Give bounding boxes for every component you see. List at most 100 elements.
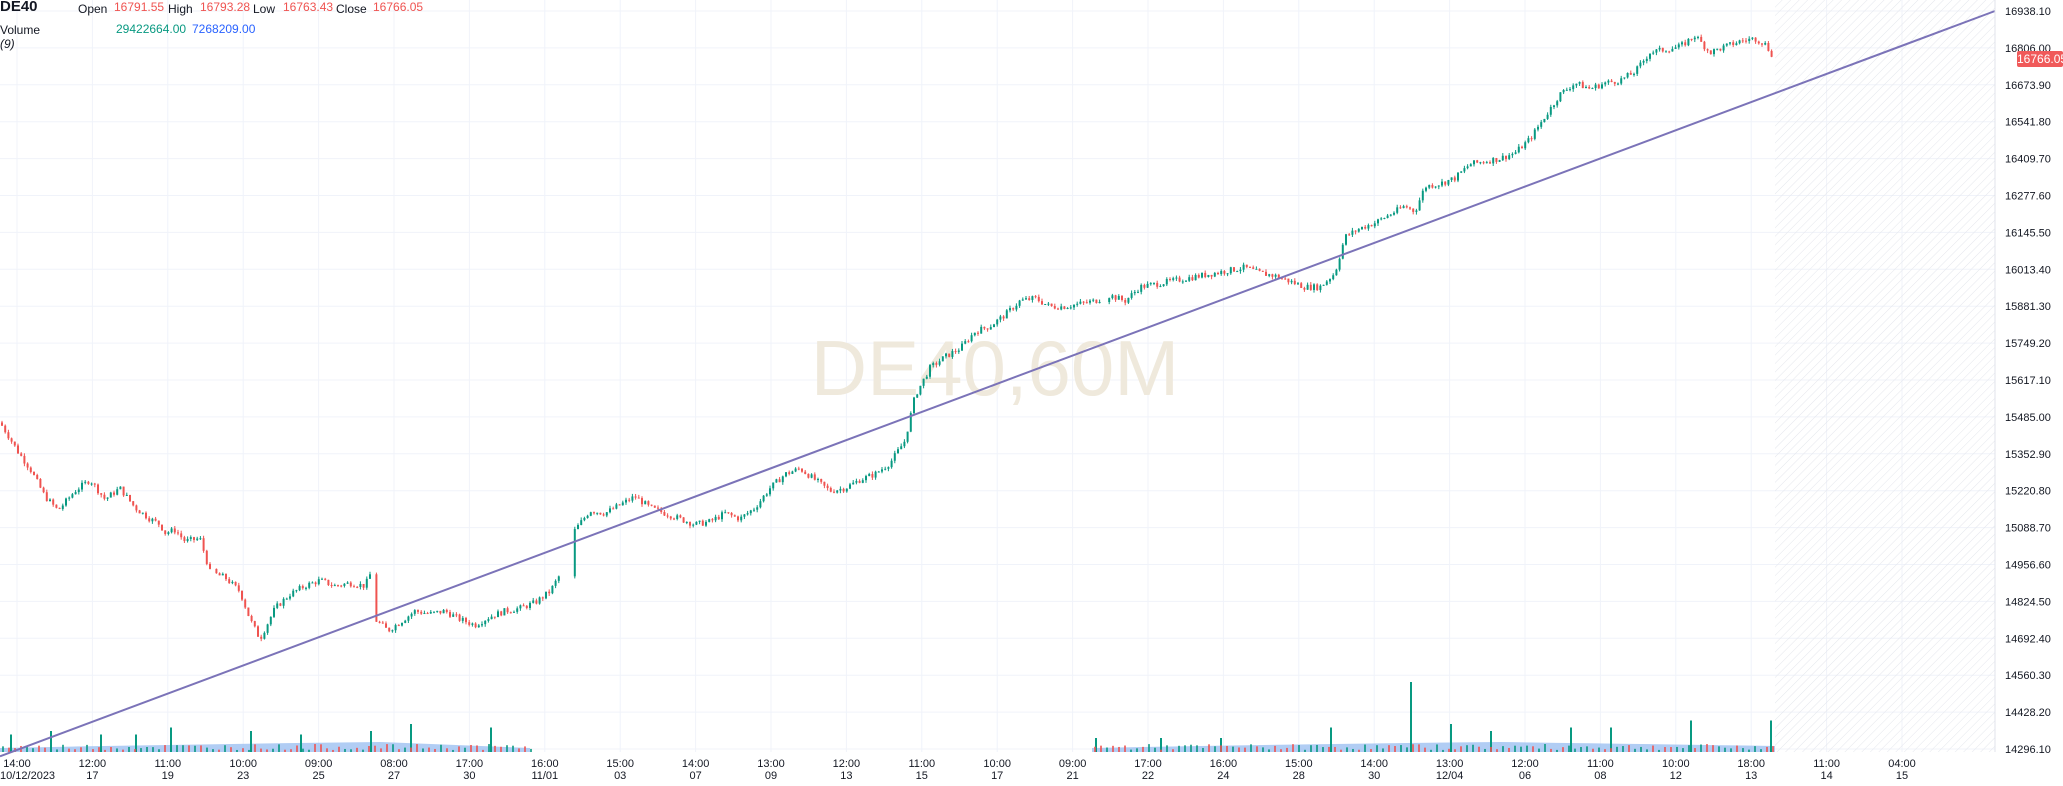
candle-body	[986, 328, 989, 330]
volume-bar	[464, 747, 466, 752]
time-tick-label: 11:00	[1587, 758, 1614, 770]
candle-body	[887, 467, 890, 469]
date-tick-label: 25	[312, 770, 324, 781]
candle-body	[900, 446, 903, 450]
volume-bar	[242, 748, 244, 752]
date-tick-label: 13	[840, 770, 852, 781]
candle-body	[202, 538, 205, 551]
candle-body	[1095, 299, 1098, 304]
candle-body	[890, 460, 893, 468]
volume-bar	[32, 748, 34, 752]
volume-bar	[98, 747, 100, 752]
candle-body	[721, 512, 723, 520]
candle-body	[266, 624, 269, 633]
candle-body	[404, 620, 407, 623]
candle-body	[1754, 37, 1757, 42]
trendline[interactable]	[0, 10, 1996, 758]
candle-body	[685, 522, 688, 524]
candle-body	[1140, 284, 1143, 292]
candle-body	[1223, 271, 1226, 274]
high-label: High	[168, 2, 193, 16]
candle-body	[737, 516, 739, 521]
candle-body	[461, 617, 464, 621]
candle-body	[13, 441, 16, 446]
volume-bar	[1106, 747, 1108, 752]
volume-bar	[1250, 744, 1252, 752]
candle-body	[1767, 43, 1770, 51]
candle-body	[468, 622, 471, 625]
time-tick-label: 11:00	[154, 758, 181, 770]
volume-bar	[518, 748, 520, 752]
candle-body	[1713, 49, 1715, 55]
symbol-name[interactable]: DE40	[0, 0, 38, 15]
volume-bar	[1748, 749, 1750, 752]
candle-body	[1098, 302, 1101, 304]
candle-body	[1281, 278, 1283, 280]
candle-body	[778, 479, 781, 483]
candle-body	[439, 610, 442, 614]
candle-body	[301, 586, 304, 589]
candle-body	[666, 515, 669, 517]
candle-body	[1591, 88, 1594, 90]
candle-body	[1665, 51, 1667, 53]
volume-bar	[1148, 744, 1150, 752]
candle-body	[1191, 277, 1194, 281]
candle-body	[1249, 266, 1251, 268]
volume-bar	[1586, 746, 1588, 752]
candle-body	[663, 512, 666, 516]
volume-title[interactable]: Volume (9)	[0, 23, 40, 51]
candle-body	[874, 471, 877, 478]
date-tick-label: 14	[1820, 770, 1832, 781]
candle-body	[1236, 271, 1239, 273]
candle-body	[1274, 274, 1277, 277]
volume-bar	[1604, 749, 1606, 752]
candle-body	[157, 520, 160, 525]
candle-body	[1479, 162, 1482, 164]
candle-body	[1732, 42, 1735, 46]
candle-body	[1594, 84, 1597, 89]
candle-body	[1201, 272, 1203, 278]
date-tick-label: 09	[765, 770, 777, 781]
candle-body	[1239, 269, 1242, 272]
candle-body	[1415, 210, 1418, 212]
volume-bar	[1424, 747, 1426, 752]
volume-bar	[1436, 744, 1438, 752]
candle-body	[1047, 303, 1050, 305]
candle-body	[826, 485, 829, 489]
price-tick-label: 15749.20	[2005, 338, 2051, 350]
candle-body	[1556, 101, 1559, 106]
date-tick-label: 11/01	[531, 770, 558, 781]
candle-body	[1636, 66, 1639, 74]
volume-bar	[1556, 749, 1558, 752]
candle-body	[269, 616, 272, 625]
time-axis[interactable]: 14:0010/12/202312:001711:001910:002309:0…	[0, 758, 1916, 782]
candle-body	[145, 512, 147, 519]
volume-bar	[374, 745, 376, 752]
volume-bar	[1646, 749, 1648, 752]
candle-body	[801, 468, 803, 472]
volume-bar	[1238, 747, 1240, 752]
candle-body	[711, 519, 714, 521]
volume-bar	[350, 749, 352, 752]
volume-bar	[218, 749, 220, 752]
candle-body	[1389, 214, 1392, 216]
candle-body	[477, 625, 480, 628]
candle-body	[471, 623, 474, 625]
candle-body	[1716, 48, 1719, 50]
candle-body	[788, 472, 791, 474]
price-axis[interactable]: 16938.1016806.0016673.9016541.8016409.70…	[2005, 6, 2051, 756]
candle-body	[1770, 50, 1773, 57]
candle-body	[1255, 268, 1258, 270]
candle-body	[1649, 53, 1651, 59]
candle-body	[365, 578, 368, 588]
low-label: Low	[253, 2, 276, 16]
volume-bar	[44, 747, 46, 752]
volume-bar	[1322, 747, 1324, 752]
candle-body	[1645, 58, 1648, 61]
candle-body	[369, 574, 371, 579]
candle-body	[1524, 142, 1527, 149]
volume-bar	[1142, 746, 1144, 752]
volume-bar	[2, 746, 4, 752]
